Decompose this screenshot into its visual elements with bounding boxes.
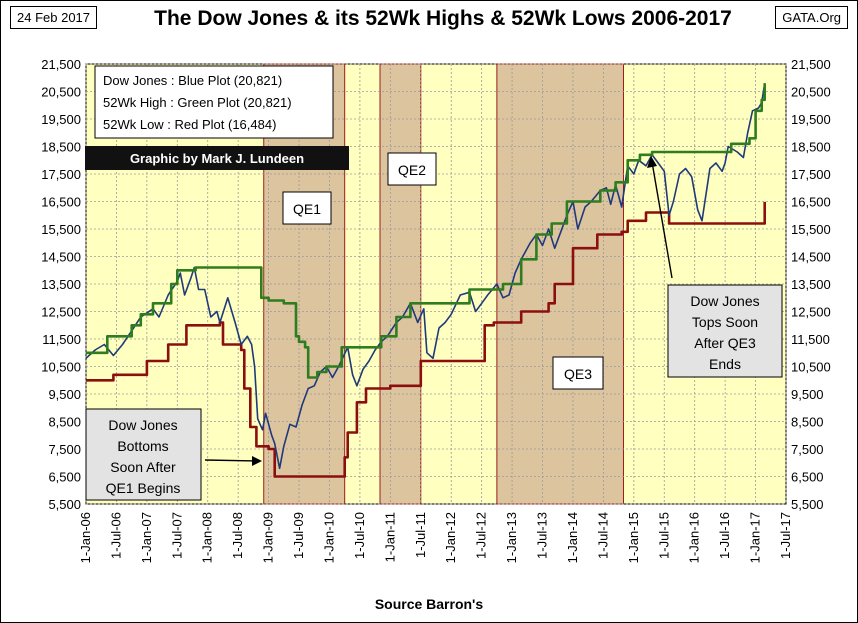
x-tick-label: 1-Jul-11 bbox=[413, 512, 428, 558]
bottoms-note-line: Bottoms bbox=[117, 438, 168, 454]
series-line-52wk-high bbox=[86, 83, 766, 379]
credit-text: Graphic by Mark J. Lundeen bbox=[130, 151, 304, 166]
x-tick-label: 1-Jan-12 bbox=[443, 512, 458, 563]
tops-note-line: Tops Soon bbox=[692, 314, 758, 330]
y-tick-label-left: 19,500 bbox=[41, 112, 81, 127]
x-tick-label: 1-Jan-14 bbox=[565, 512, 580, 563]
qe3-label-box bbox=[552, 356, 604, 390]
bottoms-arrow-line bbox=[204, 459, 259, 462]
bottoms-arrow-head bbox=[252, 456, 262, 466]
source-tag: GATA.Org bbox=[775, 6, 848, 29]
legend-entry: 52Wk Low : Red Plot (16,484) bbox=[103, 117, 276, 132]
y-tick-label-right: 15,500 bbox=[791, 222, 831, 237]
legend-entry: Dow Jones : Blue Plot (20,821) bbox=[103, 73, 282, 88]
qe3-label: QE3 bbox=[564, 366, 592, 382]
y-tick-label-left: 18,500 bbox=[41, 140, 81, 155]
y-tick-label-left: 7,500 bbox=[48, 442, 81, 457]
y-tick-label-right: 14,500 bbox=[791, 250, 831, 265]
x-tick-label: 1-Jan-16 bbox=[687, 512, 702, 563]
y-tick-label-left: 5,500 bbox=[48, 497, 81, 512]
x-tick-label: 1-Jul-08 bbox=[230, 512, 245, 559]
x-tick-label: 1-Jul-06 bbox=[108, 512, 123, 559]
credit-bar bbox=[85, 146, 349, 170]
tops-note-box bbox=[667, 284, 783, 378]
y-tick-label-right: 12,500 bbox=[791, 305, 831, 320]
x-tick-label: 1-Jan-08 bbox=[200, 512, 215, 563]
chart-title: The Dow Jones & its 52Wk Highs & 52Wk Lo… bbox=[154, 7, 732, 30]
y-tick-label-left: 17,500 bbox=[41, 167, 81, 182]
y-tick-label-right: 18,500 bbox=[791, 140, 831, 155]
y-tick-label-right: 16,500 bbox=[791, 195, 831, 210]
date-label: 24 Feb 2017 bbox=[10, 6, 98, 29]
qe1-label: QE1 bbox=[293, 201, 321, 217]
series-line-52wk-low bbox=[86, 201, 766, 478]
y-tick-label-right: 20,500 bbox=[791, 85, 831, 100]
legend-box bbox=[94, 65, 334, 139]
x-tick-label: 1-Jan-07 bbox=[139, 512, 154, 563]
y-tick-label-right: 10,500 bbox=[791, 360, 831, 375]
y-tick-label-left: 14,500 bbox=[41, 250, 81, 265]
y-tick-label-left: 10,500 bbox=[41, 360, 81, 375]
x-tick-label: 1-Jan-10 bbox=[321, 512, 336, 563]
x-tick-label: 1-Jul-07 bbox=[169, 512, 184, 559]
y-tick-label-left: 8,500 bbox=[48, 415, 81, 430]
legend: Dow Jones : Blue Plot (20,821) 52Wk High … bbox=[94, 65, 334, 139]
x-tick-label: 1-Jul-09 bbox=[291, 512, 306, 559]
y-tick-label-left: 11,500 bbox=[42, 332, 81, 347]
bottoms-note-line: Dow Jones bbox=[108, 417, 177, 433]
y-tick-label-right: 19,500 bbox=[791, 112, 831, 127]
y-tick-label-left: 16,500 bbox=[41, 195, 81, 210]
y-tick-label-left: 12,500 bbox=[41, 305, 81, 320]
tops-arrow-head bbox=[647, 156, 657, 168]
y-tick-label-left: 21,500 bbox=[41, 57, 81, 72]
y-tick-label-right: 5,500 bbox=[791, 497, 824, 512]
y-tick-label-left: 6,500 bbox=[48, 470, 81, 485]
qe2-label: QE2 bbox=[398, 162, 426, 178]
y-tick-label-left: 15,500 bbox=[41, 222, 81, 237]
x-tick-label: 1-Jul-13 bbox=[535, 512, 550, 559]
tops-note-line: After QE3 bbox=[694, 335, 756, 351]
y-tick-label-right: 11,500 bbox=[791, 332, 830, 347]
y-tick-label-right: 8,500 bbox=[791, 415, 824, 430]
qe2-label-box bbox=[387, 152, 437, 186]
y-tick-label-right: 13,500 bbox=[791, 277, 831, 292]
x-tick-label: 1-Jul-17 bbox=[778, 512, 793, 559]
series-line-dow-jones bbox=[85, 83, 766, 470]
x-tick-label: 1-Jul-10 bbox=[352, 512, 367, 559]
tops-note-line: Dow Jones bbox=[690, 293, 759, 309]
qe1-label-box bbox=[282, 191, 332, 225]
y-tick-label-right: 21,500 bbox=[791, 57, 831, 72]
x-tick-label: 1-Jan-13 bbox=[504, 512, 519, 563]
x-tick-label: 1-Jan-17 bbox=[748, 512, 763, 563]
x-tick-label: 1-Jul-14 bbox=[595, 512, 610, 559]
x-tick-label: 1-Jul-12 bbox=[474, 512, 489, 559]
bottoms-note-line: Soon After bbox=[110, 459, 176, 475]
y-tick-label-right: 17,500 bbox=[791, 167, 831, 182]
x-tick-label: 1-Jan-11 bbox=[382, 512, 397, 562]
y-tick-label-left: 20,500 bbox=[41, 85, 81, 100]
x-tick-label: 1-Jul-15 bbox=[656, 512, 671, 559]
bottoms-note-line: QE1 Begins bbox=[106, 480, 181, 496]
legend-entry: 52Wk High : Green Plot (20,821) bbox=[103, 95, 292, 110]
x-tick-label: 1-Jul-16 bbox=[717, 512, 732, 559]
source-label: Source Barron's bbox=[374, 596, 484, 612]
y-tick-label-right: 6,500 bbox=[791, 470, 824, 485]
x-tick-label: 1-Jan-09 bbox=[261, 512, 276, 563]
tops-arrow-line bbox=[651, 161, 673, 279]
y-tick-label-left: 13,500 bbox=[41, 277, 81, 292]
y-tick-label-right: 7,500 bbox=[791, 442, 824, 457]
x-tick-label: 1-Jan-15 bbox=[626, 512, 641, 563]
tops-note-line: Ends bbox=[709, 356, 741, 372]
y-tick-label-right: 9,500 bbox=[791, 387, 824, 402]
bottoms-note-box bbox=[85, 408, 202, 501]
y-tick-label-left: 9,500 bbox=[48, 387, 81, 402]
x-tick-label: 1-Jan-06 bbox=[78, 512, 93, 563]
